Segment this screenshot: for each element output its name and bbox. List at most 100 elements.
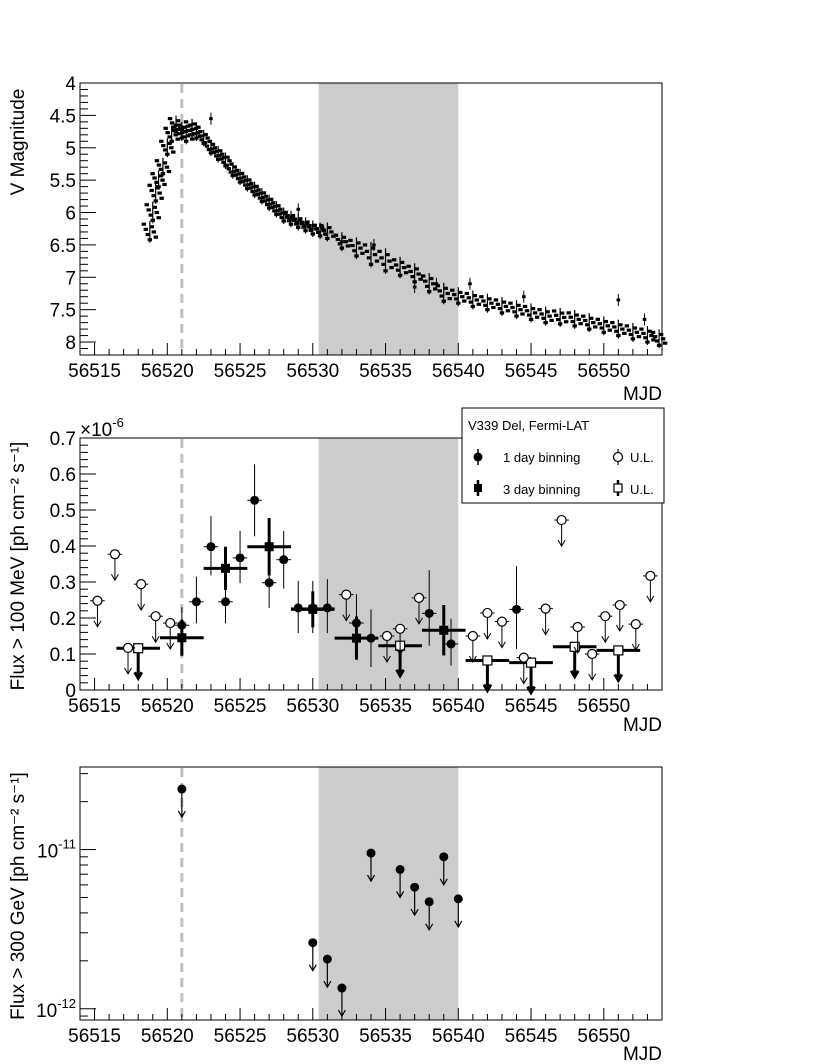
vmag-point [161, 144, 166, 148]
vmag-point [364, 249, 370, 253]
vmag-outlier-point [296, 207, 301, 211]
fermi-1day-ul-point [496, 616, 508, 627]
vmag-point [578, 322, 583, 326]
vmag-point [212, 150, 217, 155]
fermi-1day-ul-point [122, 642, 134, 653]
vmag-point [297, 218, 302, 222]
vhe-ul-point [410, 882, 420, 892]
vmag-point [214, 149, 220, 153]
vmag-point [301, 225, 306, 229]
fermi-3day-ul-arrow-head [613, 673, 624, 684]
y-tick-label: 4.5 [50, 106, 76, 127]
fermi-3day-ul-point [613, 645, 624, 656]
vmag-point [639, 327, 644, 331]
y-tick-label: 7.5 [50, 301, 76, 322]
vhe-axis-ticks: 56515 56520 56525 56530 56535 56540 56545 56550… [36, 773, 663, 1047]
fermi-1day-ul-arrow-head [468, 655, 477, 663]
vmag-point [159, 139, 164, 143]
vmag-point [210, 147, 215, 151]
vmag-point [356, 241, 361, 245]
fermi-1day-point [351, 618, 361, 628]
fermi-1day-ul-arrow-head [93, 620, 102, 628]
vmag-point [243, 178, 249, 182]
vmag-point [327, 226, 332, 230]
vmag-point [662, 341, 668, 345]
vmag-outlier-point [412, 285, 417, 289]
vmag-point [331, 234, 336, 238]
fermi-3day-ul-arrow-head [526, 685, 536, 696]
vmag-point [165, 131, 170, 135]
vmag-point [315, 230, 321, 234]
vmag-point [343, 240, 349, 244]
vmag-point [585, 323, 590, 327]
vhe-ul-arrow-head [439, 878, 448, 887]
fermi-1day-ul-arrow-head [601, 635, 610, 644]
fermi-1day-ul-arrow-head [519, 677, 528, 685]
vmag-point [403, 271, 409, 275]
vmag-point [508, 301, 513, 305]
vmag-point [159, 196, 164, 200]
vmag-point [229, 162, 234, 166]
vmag-point [171, 128, 176, 133]
fermi-1day-ul-arrow-head [557, 539, 566, 548]
vmag-point [198, 129, 203, 134]
y-tick-label: 0.4 [50, 537, 77, 558]
vmag-point [389, 265, 394, 270]
fermi-1day-point [366, 633, 376, 643]
vhe-x-axis-label: MJD [623, 1044, 662, 1064]
y-tick-label: 5.5 [50, 171, 76, 192]
vmag-point [406, 264, 411, 268]
vmag-point [366, 256, 372, 260]
vmag-point [175, 127, 181, 132]
fermi-1day-point [177, 620, 187, 630]
x-tick-label: 56525 [214, 696, 267, 717]
y-tick-label: 6.5 [50, 236, 76, 257]
vhe-ul-arrow-head [410, 908, 419, 917]
vmag-point [329, 230, 334, 234]
vmag-point [323, 232, 328, 236]
fermi-1day-ul-point [165, 617, 176, 629]
fermi-1day-point [191, 597, 201, 607]
vmag-point [248, 186, 253, 190]
vmag-point [393, 263, 399, 267]
optical-panel: 56515 56520 56525 56530 56535 56540 56545 56550… [8, 74, 668, 405]
vmag-point [350, 243, 355, 248]
vmag-point [225, 155, 230, 159]
vmag-point [319, 225, 325, 229]
vmag-point [654, 339, 660, 343]
fermi-1day-ul-point [645, 570, 656, 581]
vmag-point [622, 331, 627, 336]
y-tick-label: 10-12 [36, 996, 76, 1022]
vmag-point [226, 167, 231, 171]
vmag-point [195, 131, 200, 135]
vmag-point [443, 286, 448, 290]
vmag-point [479, 295, 484, 299]
fermi-1day-ul-arrow-head [615, 624, 624, 633]
x-tick-label: 56545 [505, 696, 558, 717]
vmag-point [503, 304, 509, 309]
fermi-3day-ul-point [569, 641, 580, 652]
vmag-point [510, 305, 515, 310]
fermi-axis-ticks: 56515 56520 56525 56530 56535 56540 56545 56550… [50, 429, 663, 717]
vmag-point [450, 288, 455, 292]
vhe-ul-arrow-head [425, 923, 434, 931]
vmag-point [299, 222, 304, 226]
vhe-ul-arrow-head [323, 980, 332, 989]
vmag-point [385, 253, 390, 257]
vmag-point [270, 205, 275, 210]
vmag-point [559, 311, 565, 315]
x-tick-label: 56540 [432, 1026, 485, 1047]
vmag-point [290, 215, 295, 219]
vmag-point [286, 219, 292, 223]
vmag-point [204, 144, 210, 148]
vmag-point [234, 168, 239, 173]
fermi-legend: V339 Del, Fermi-LAT 1 day binning U.L. 3… [461, 407, 665, 504]
vmag-point [192, 132, 197, 136]
vmag-point [379, 256, 384, 260]
vmag-point [182, 135, 187, 139]
vmag-point [154, 210, 159, 215]
fermi-1day-ul-point [381, 630, 393, 642]
vmag-point [372, 253, 378, 257]
fermi-1day-ul-arrow-head [415, 617, 423, 625]
